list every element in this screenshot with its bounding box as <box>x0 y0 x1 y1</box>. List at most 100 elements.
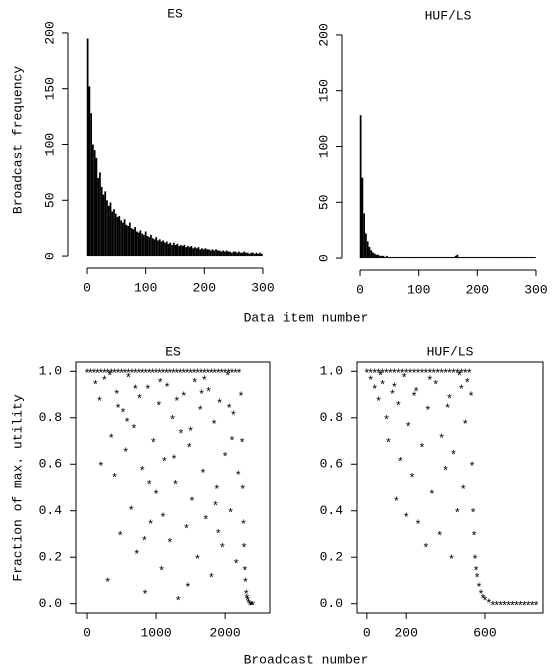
point: * <box>210 419 217 433</box>
y-tick-label: 0.2 <box>320 550 343 565</box>
point: * <box>412 386 419 400</box>
point: * <box>485 598 492 612</box>
bar <box>229 251 232 257</box>
plot-box <box>356 361 544 614</box>
point: * <box>144 384 151 398</box>
point: * <box>525 600 532 614</box>
point: * <box>225 367 232 381</box>
bar <box>479 256 482 259</box>
bar <box>523 256 526 259</box>
bar <box>370 250 373 259</box>
bar <box>486 256 489 259</box>
bar <box>533 256 536 259</box>
bar <box>172 242 175 257</box>
bar <box>162 240 165 257</box>
bar <box>243 251 246 257</box>
bar <box>231 252 233 257</box>
point: * <box>391 381 398 395</box>
point: * <box>149 367 156 381</box>
point: * <box>201 367 208 381</box>
point: * <box>533 600 540 614</box>
point: * <box>377 370 384 384</box>
bar <box>250 252 253 257</box>
point: * <box>163 367 170 381</box>
bar <box>410 256 413 259</box>
y-tick-label: 200 <box>42 21 57 44</box>
point: * <box>454 367 461 381</box>
point: * <box>128 505 135 519</box>
point: * <box>405 421 412 435</box>
point: * <box>462 419 469 433</box>
bar <box>421 256 424 259</box>
bar <box>245 252 247 257</box>
point: * <box>460 484 467 498</box>
point: * <box>108 433 115 447</box>
bar <box>128 222 131 257</box>
bar <box>484 256 487 259</box>
bar <box>232 251 235 257</box>
point: * <box>172 479 179 493</box>
bar <box>407 256 410 259</box>
bar <box>222 250 224 257</box>
y-tick-label: 150 <box>316 79 331 102</box>
bar <box>518 256 520 259</box>
point: * <box>96 395 103 409</box>
bar <box>188 247 191 257</box>
point: * <box>442 367 449 381</box>
point: * <box>248 600 255 614</box>
point: * <box>219 542 226 556</box>
point: * <box>473 572 480 586</box>
bar <box>482 256 485 259</box>
bar <box>167 243 170 257</box>
point: * <box>115 367 122 381</box>
bar <box>100 186 103 257</box>
point: * <box>389 388 396 402</box>
panel-title: ES <box>165 344 181 359</box>
bar <box>248 253 251 257</box>
bar <box>493 256 496 259</box>
bar <box>516 256 519 259</box>
point: * <box>497 600 504 614</box>
point: * <box>410 367 417 381</box>
bar <box>528 256 531 259</box>
x-tick-label: 200 <box>395 625 418 640</box>
x-tick-label: 100 <box>134 280 157 295</box>
point: * <box>434 367 441 381</box>
bar <box>238 251 240 257</box>
bar <box>137 232 140 257</box>
point: * <box>403 367 410 381</box>
point: * <box>121 367 128 381</box>
bar <box>379 255 381 259</box>
point: * <box>123 416 130 430</box>
bar <box>505 256 508 259</box>
point: * <box>190 367 197 381</box>
bar <box>259 252 261 257</box>
point: * <box>375 367 382 381</box>
bar <box>215 249 217 257</box>
point: * <box>241 542 248 556</box>
point: * <box>156 367 163 381</box>
bar <box>445 256 448 259</box>
bar <box>93 150 96 257</box>
bar <box>489 256 492 259</box>
bar <box>428 256 431 259</box>
point: * <box>180 391 187 405</box>
point: * <box>139 367 146 381</box>
bar <box>202 249 205 257</box>
point: * <box>228 367 235 381</box>
point: * <box>367 374 374 388</box>
point: * <box>208 572 215 586</box>
point: * <box>188 495 195 509</box>
y-tick-label: 0.6 <box>320 457 343 472</box>
point: * <box>481 595 488 609</box>
bar <box>412 256 415 259</box>
y-tick-label: 0.2 <box>39 550 62 565</box>
bar <box>164 242 166 257</box>
point: * <box>458 367 465 381</box>
bar <box>211 249 214 257</box>
point: * <box>385 437 392 451</box>
bar <box>197 247 200 257</box>
point: * <box>125 372 132 386</box>
point: * <box>132 384 139 398</box>
